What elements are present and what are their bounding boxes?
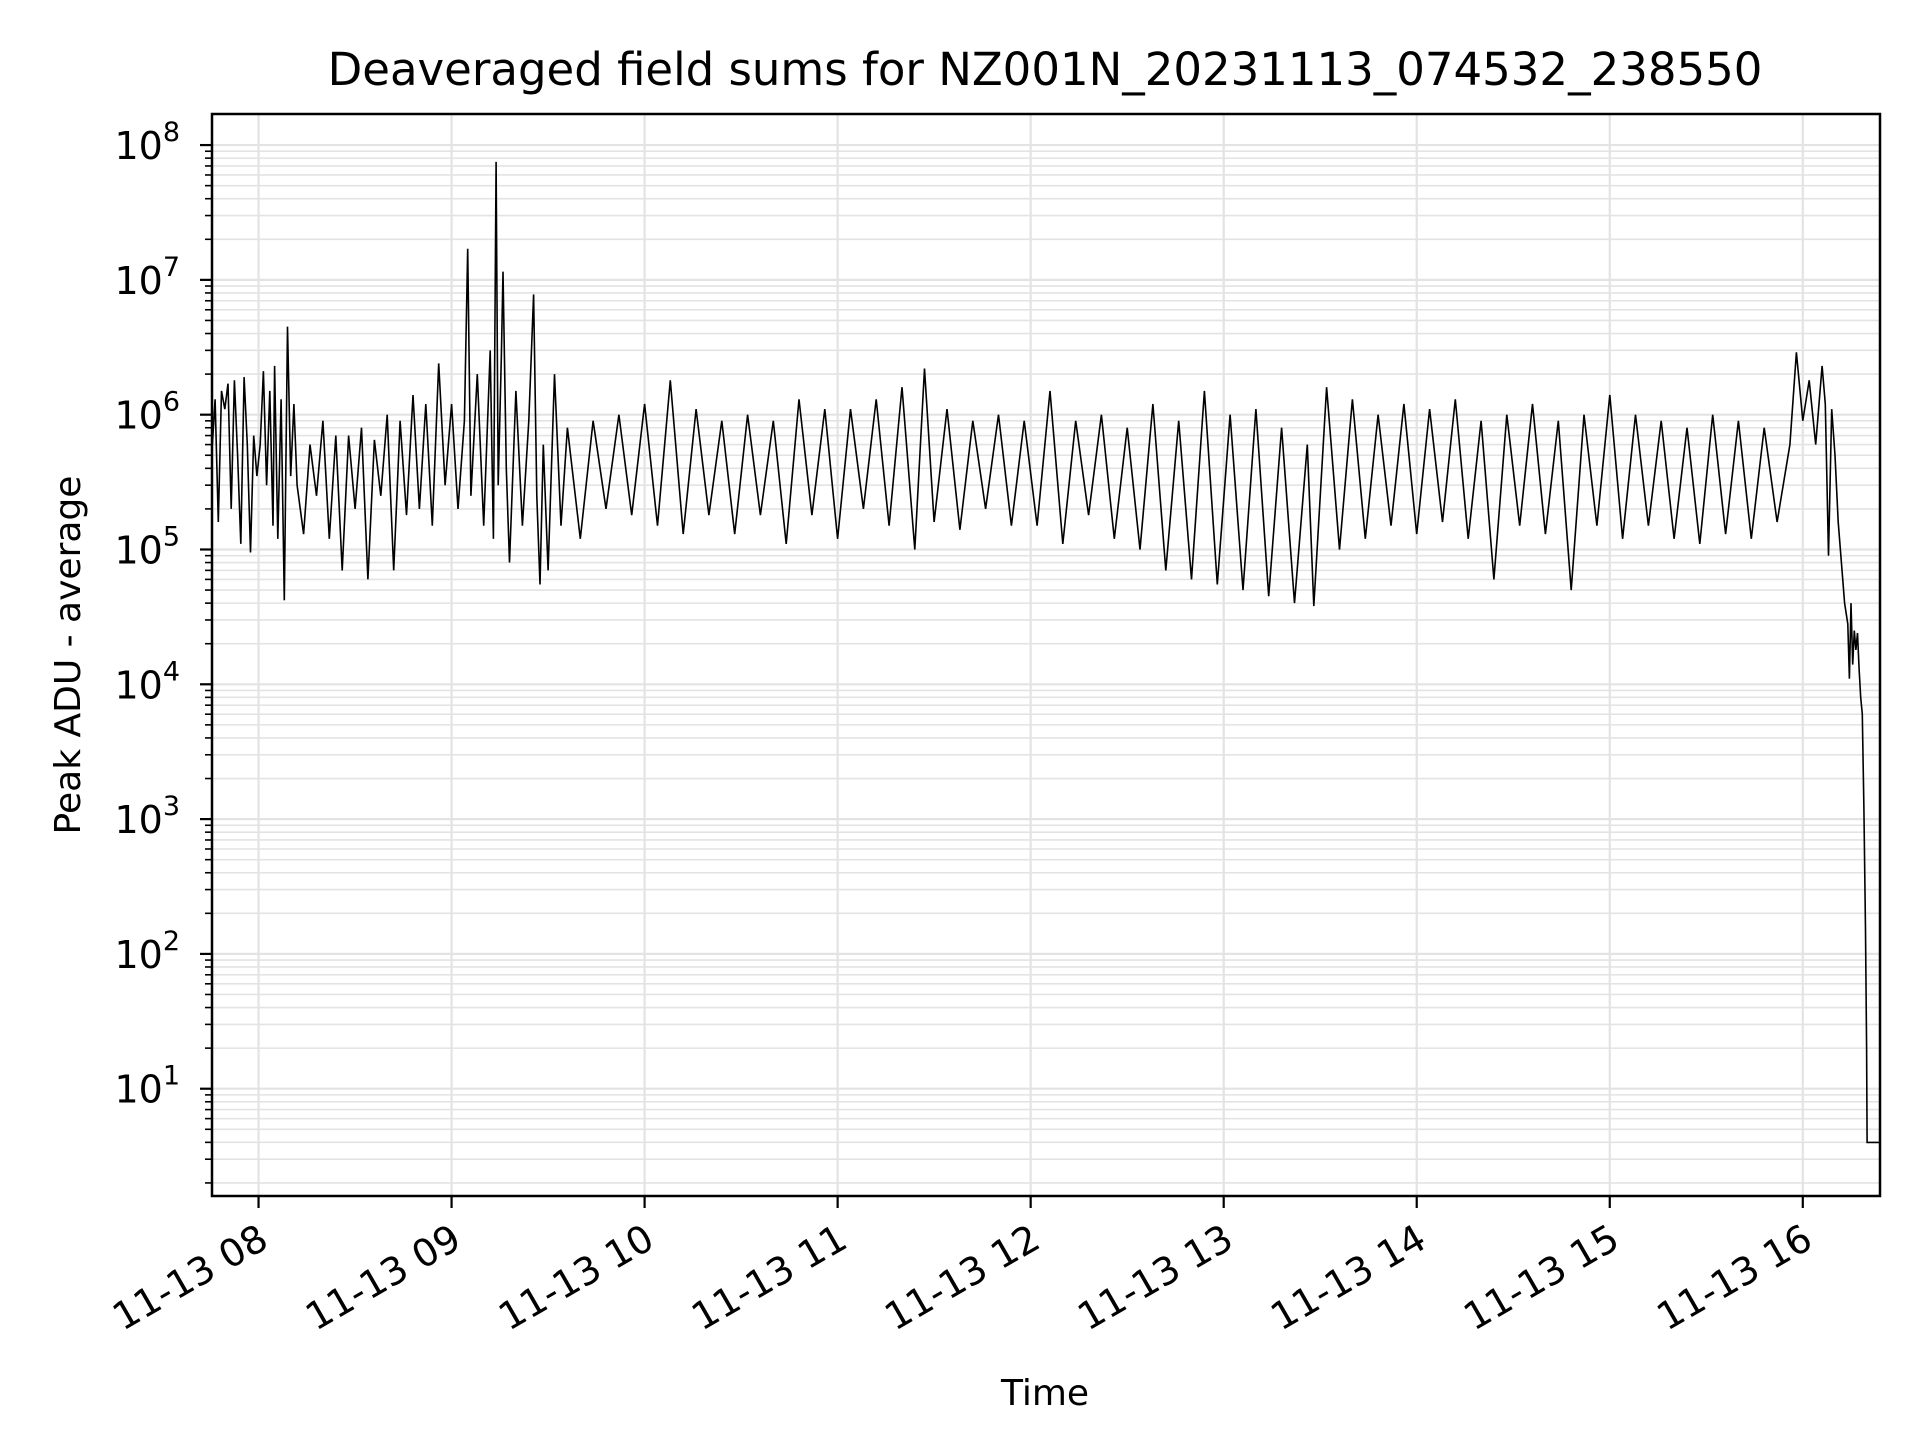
y-tick-label-base: 10 <box>114 394 162 438</box>
y-tick-label-base: 10 <box>114 259 162 303</box>
y-tick-label: 106 <box>114 387 180 438</box>
y-tick-label-exponent: 8 <box>163 117 180 148</box>
y-tick-label: 108 <box>114 117 180 168</box>
series-layer <box>211 161 1880 1144</box>
y-tick-label-base: 10 <box>114 528 162 572</box>
y-tick-label-exponent: 2 <box>163 926 180 957</box>
x-axis-label: Time <box>1000 1373 1089 1414</box>
y-tick-label-exponent: 5 <box>163 521 180 552</box>
y-tick-label: 104 <box>114 656 180 707</box>
y-tick-label-exponent: 6 <box>163 387 180 418</box>
plot-area-frame <box>210 112 1882 1198</box>
series-line <box>211 161 1880 1144</box>
y-tick-label-base: 10 <box>114 933 162 977</box>
chart-title: Deaveraged field sums for NZ001N_2023111… <box>328 43 1763 96</box>
y-tick-label-base: 10 <box>114 663 162 707</box>
y-tick-label-exponent: 3 <box>163 791 180 822</box>
y-tick-label-base: 10 <box>114 798 162 842</box>
y-tick-label-exponent: 1 <box>163 1061 180 1092</box>
y-tick-label-base: 10 <box>114 124 162 168</box>
y-tick-label: 107 <box>114 252 180 303</box>
y-tick-label: 103 <box>114 791 180 842</box>
y-tick-label: 101 <box>114 1061 180 1112</box>
y-tick-label-exponent: 4 <box>163 656 180 687</box>
y-tick-label: 105 <box>114 521 180 572</box>
y-axis-label: Peak ADU - average <box>48 476 89 835</box>
y-tick-label-exponent: 7 <box>163 252 180 283</box>
grid-lines <box>212 114 1880 1196</box>
y-tick-label-base: 10 <box>114 1068 162 1112</box>
y-tick-label: 102 <box>114 926 180 977</box>
